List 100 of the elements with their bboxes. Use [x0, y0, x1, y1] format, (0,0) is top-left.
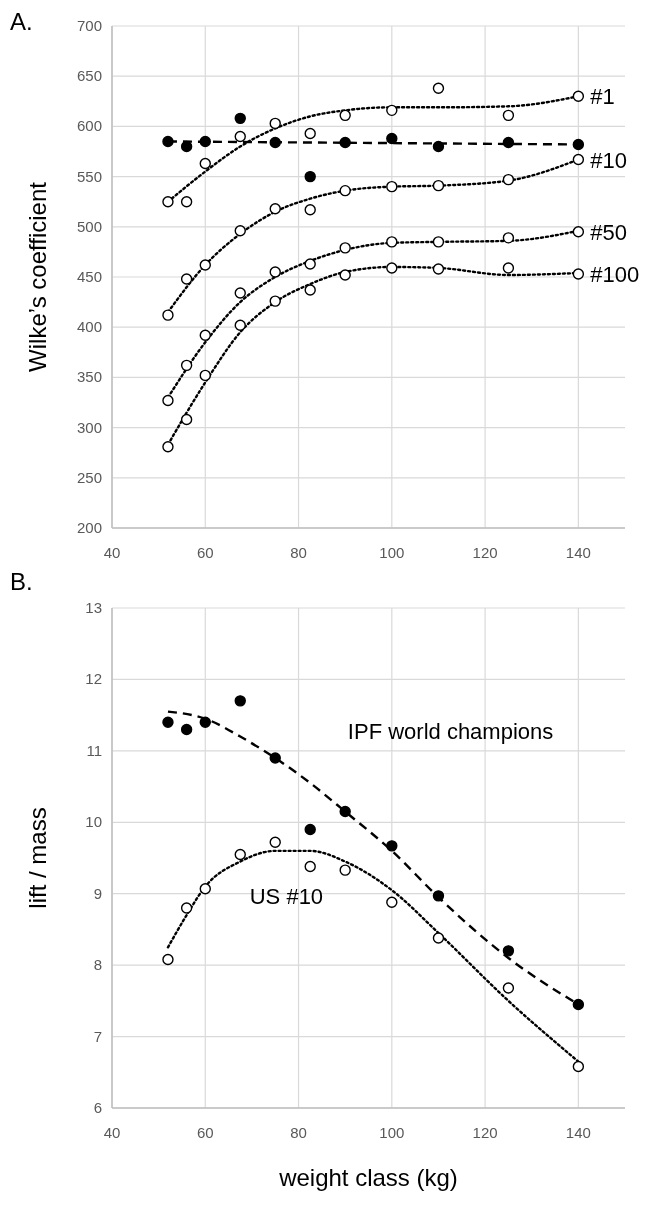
- point: [234, 112, 246, 125]
- point: [502, 982, 515, 994]
- point: [162, 135, 174, 148]
- point: [304, 823, 316, 836]
- y-tick-label: 6: [93, 1099, 102, 1116]
- point: [432, 236, 445, 248]
- point: [386, 236, 398, 248]
- point: [269, 203, 281, 215]
- y-axis-title: lift / mass: [24, 807, 51, 909]
- point: [304, 284, 316, 296]
- x-axis-title: weight class (kg): [278, 1164, 458, 1191]
- point: [432, 263, 445, 275]
- point: [162, 440, 174, 453]
- point: [234, 319, 246, 331]
- point: [339, 184, 351, 197]
- series-label: #10: [590, 147, 628, 173]
- point: [339, 109, 351, 122]
- y-tick-label: 550: [76, 167, 102, 185]
- x-tick-label: 120: [472, 544, 498, 561]
- y-tick-label: 650: [76, 67, 102, 85]
- point: [502, 173, 515, 186]
- point: [572, 998, 585, 1011]
- y-tick-label: 450: [76, 268, 102, 285]
- point: [199, 716, 211, 728]
- annotation: IPF world champions: [347, 718, 554, 744]
- x-tick-label: 100: [379, 544, 405, 561]
- x-tick-label: 40: [103, 1124, 121, 1141]
- point: [502, 945, 515, 957]
- y-tick-label: 500: [76, 217, 102, 235]
- point: [180, 196, 193, 208]
- point: [339, 805, 351, 818]
- point: [269, 117, 281, 130]
- point: [162, 953, 174, 966]
- y-tick-label: 12: [85, 670, 102, 688]
- x-tick-label: 140: [565, 1124, 591, 1141]
- point: [269, 752, 281, 764]
- point: [502, 109, 515, 122]
- point: [162, 394, 174, 407]
- point: [234, 130, 246, 143]
- x-tick-label: 80: [290, 1124, 307, 1141]
- point: [304, 127, 316, 140]
- point: [432, 140, 445, 153]
- x-tick-label: 60: [196, 1124, 214, 1141]
- point: [572, 1060, 585, 1073]
- point: [502, 136, 515, 149]
- point: [180, 273, 193, 285]
- point: [432, 82, 445, 94]
- point: [234, 695, 246, 707]
- point: [339, 269, 351, 281]
- y-tick-label: 600: [76, 117, 102, 135]
- point: [432, 932, 445, 944]
- point: [180, 902, 193, 914]
- point: [432, 890, 445, 902]
- point: [199, 329, 211, 341]
- x-tick-label: 80: [290, 544, 307, 561]
- chart-title: B.: [10, 568, 33, 595]
- y-tick-label: 9: [93, 884, 102, 902]
- point: [199, 135, 211, 148]
- y-tick-label: 200: [76, 519, 102, 536]
- series-label: #1: [590, 84, 615, 110]
- point: [162, 309, 174, 321]
- y-tick-label: 250: [76, 468, 102, 486]
- point: [199, 369, 211, 382]
- point: [199, 157, 211, 170]
- point: [180, 723, 193, 736]
- point: [162, 196, 174, 208]
- point: [304, 204, 316, 216]
- point: [572, 226, 585, 238]
- chart-title: A.: [10, 8, 33, 35]
- point: [339, 864, 351, 876]
- point: [269, 266, 281, 278]
- point: [304, 170, 316, 183]
- point: [386, 896, 398, 908]
- y-tick-label: 7: [93, 1027, 102, 1045]
- point: [386, 180, 398, 193]
- x-tick-label: 40: [103, 544, 121, 561]
- point: [386, 840, 398, 852]
- x-tick-label: 100: [379, 1124, 405, 1141]
- point: [502, 232, 515, 244]
- y-axis-title: Wilke’s coefficient: [24, 181, 51, 372]
- point: [234, 848, 246, 861]
- y-tick-label: 700: [76, 17, 102, 34]
- point: [386, 132, 398, 145]
- point: [269, 836, 281, 848]
- point: [572, 138, 585, 151]
- point: [234, 287, 246, 299]
- point: [234, 225, 246, 237]
- point: [180, 413, 193, 426]
- point: [386, 104, 398, 117]
- y-tick-label: 8: [93, 956, 102, 974]
- y-tick-label: 350: [76, 368, 102, 386]
- point: [386, 262, 398, 274]
- y-tick-label: 300: [76, 418, 102, 436]
- point: [339, 242, 351, 254]
- point: [199, 883, 211, 895]
- point: [162, 716, 174, 728]
- point: [269, 136, 281, 149]
- series-label: #100: [590, 261, 640, 287]
- y-tick-label: 11: [86, 741, 102, 759]
- point: [304, 860, 316, 873]
